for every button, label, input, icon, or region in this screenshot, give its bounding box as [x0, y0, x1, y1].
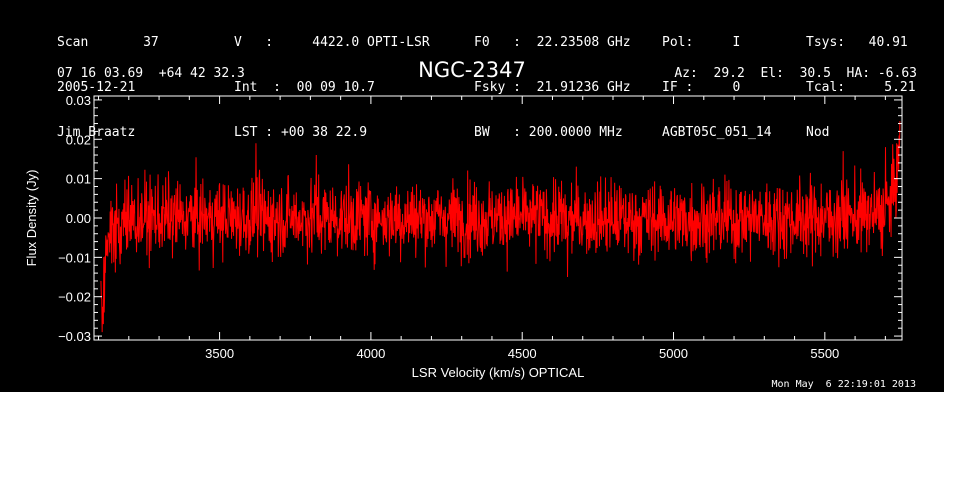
- y-ticks: −0.03 −0.02 −0.01 0.00 0.01 0.02 0.03: [58, 93, 902, 344]
- x-tick-label: 4000: [356, 346, 385, 361]
- y-tick-label: −0.02: [58, 290, 91, 305]
- scan-number: Scan 37: [57, 35, 159, 50]
- x-ticks: 3500 4000 4500 5000 5500: [98, 96, 886, 361]
- polarization-info: Pol: I IF : 0 AGBT05C_051_14: [662, 5, 772, 155]
- y-tick-label: 0.02: [66, 132, 91, 147]
- x-tick-label: 5500: [810, 346, 839, 361]
- rest-frequency: F0 : 22.23508 GHz: [474, 35, 631, 50]
- project-id: AGBT05C_051_14: [662, 125, 772, 140]
- y-tick-label: 0.00: [66, 211, 91, 226]
- lst-value: LST : +00 38 22.9: [234, 125, 368, 140]
- y-tick-label: −0.01: [58, 250, 91, 265]
- y-tick-label: 0.03: [66, 93, 91, 108]
- x-tick-label: 5000: [659, 346, 688, 361]
- scan-info: Scan 37 2005-12-21 Jim Braatz: [57, 5, 159, 155]
- x-tick-label: 4500: [508, 346, 537, 361]
- y-axis-label: Flux Density (Jy): [24, 170, 39, 267]
- polarization: Pol: I: [662, 35, 741, 50]
- source-name: NGC-2347: [418, 58, 526, 82]
- az-el-ha: Az: 29.2 El: 30.5 HA: -6.63: [674, 66, 917, 81]
- x-axis-label: LSR Velocity (km/s) OPTICAL: [412, 365, 585, 380]
- y-tick-label: 0.01: [66, 172, 91, 187]
- tcal-value: Tcal: 5.21: [806, 80, 916, 95]
- sky-frequency: Fsky : 21.91236 GHz: [474, 80, 631, 95]
- velocity-value: V : 4422.0 OPTI-LSR: [234, 35, 430, 50]
- integration-time: Int : 00 09 10.7: [234, 80, 375, 95]
- plot-datestamp: Mon May 6 22:19:01 2013: [771, 379, 917, 390]
- if-number: IF : 0: [662, 80, 741, 95]
- source-position: 07 16 03.69 +64 42 32.3: [57, 66, 245, 81]
- observation-date: 2005-12-21: [57, 80, 136, 95]
- x-tick-label: 3500: [205, 346, 234, 361]
- bandwidth: BW : 200.0000 MHz: [474, 125, 623, 140]
- system-info: Tsys: 40.91 Tcal: 5.21 Nod: [806, 5, 916, 155]
- y-tick-label: −0.03: [58, 329, 91, 344]
- spectrum-chart: 3500 4000 4500 5000 5500 −0.03 −0.02 −0.01 0.00…: [24, 93, 903, 380]
- frequency-info: F0 : 22.23508 GHz Fsky : 21.91236 GHz BW…: [474, 5, 631, 155]
- spectrum-series: [100, 121, 901, 333]
- observer-name: Jim Braatz: [57, 125, 136, 140]
- switching-mode: Nod: [806, 125, 830, 140]
- velocity-info: V : 4422.0 OPTI-LSR Int : 00 09 10.7 LST…: [234, 5, 430, 155]
- spectrum-trace-layer: [100, 121, 901, 333]
- tsys-value: Tsys: 40.91: [806, 35, 908, 50]
